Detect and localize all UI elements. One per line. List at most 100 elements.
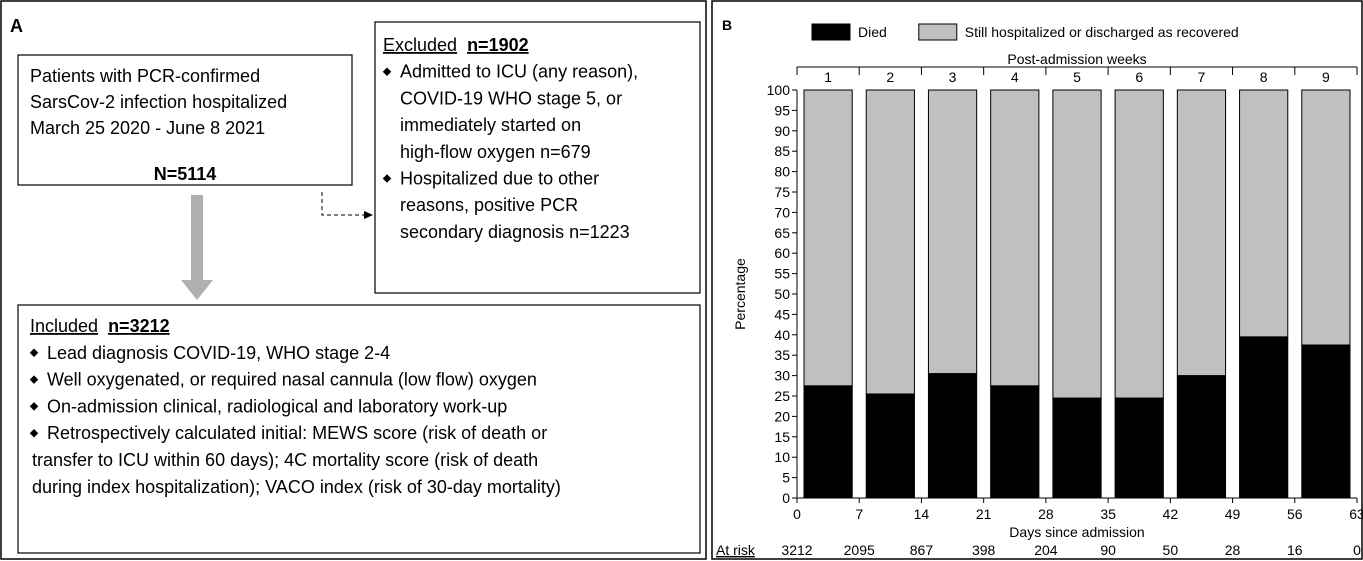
at-risk-value: 2095 [844, 542, 875, 558]
included-item-line: On-admission clinical, radiological and … [47, 396, 507, 416]
y-tick-label: 90 [774, 123, 790, 139]
patients-line: March 25 2020 - June 8 2021 [30, 118, 265, 138]
y-tick-label: 10 [774, 449, 790, 465]
x-tick-label: 35 [1100, 506, 1116, 522]
included-item-line: transfer to ICU within 60 days); 4C mort… [32, 450, 538, 470]
bar-segment [1301, 344, 1351, 499]
included-box [17, 304, 701, 554]
x-tick-label: 14 [914, 506, 930, 522]
y-tick-label: 80 [774, 164, 790, 180]
y-tick-label: 0 [782, 490, 790, 506]
main-arrow [181, 195, 213, 300]
top-tick-label: 8 [1260, 69, 1268, 85]
bar-segment [865, 393, 915, 499]
exclusion-arrow [321, 192, 373, 219]
y-tick-label: 70 [774, 204, 790, 220]
patients-line: SarsCov-2 infection hospitalized [30, 92, 287, 112]
y-tick-label: 55 [774, 266, 790, 282]
bar-segment [1239, 89, 1289, 338]
included-count: n=3212 [108, 316, 170, 336]
bar-segment [990, 89, 1040, 387]
bar-segment [1052, 397, 1102, 499]
bar-segment [803, 89, 853, 387]
top-tick-label: 9 [1322, 69, 1330, 85]
x-tick-label: 56 [1287, 506, 1303, 522]
excluded-heading: Excluded [383, 35, 457, 55]
top-tick-label: 1 [824, 69, 832, 85]
bar-segment [927, 373, 978, 499]
x-tick-label: 49 [1225, 506, 1241, 522]
included-item-line: during index hospitalization); VACO inde… [32, 477, 561, 497]
excluded-item-line: Hospitalized due to other [400, 169, 599, 189]
top-tick-label: 3 [949, 69, 957, 85]
excluded-item-line: immediately started on [400, 115, 581, 135]
excluded-item-line: reasons, positive PCR [400, 195, 578, 215]
y-tick-label: 45 [774, 306, 790, 322]
panel-label: A [10, 16, 23, 36]
y-tick-label: 100 [767, 82, 791, 98]
x-tick-label: 28 [1038, 506, 1054, 522]
panel-label: B [722, 17, 732, 33]
y-tick-label: 95 [774, 102, 790, 118]
panel-b-border [711, 0, 1363, 560]
excluded-box [374, 21, 701, 294]
at-risk-label: At risk [716, 542, 756, 558]
excluded-item-line: Admitted to ICU (any reason), [400, 62, 638, 82]
patients-line: Patients with PCR-confirmed [30, 66, 260, 86]
y-tick-label: 20 [774, 408, 790, 424]
included-item-line: Lead diagnosis COVID-19, WHO stage 2-4 [47, 343, 390, 363]
bullet [29, 375, 39, 384]
legend-swatch [811, 23, 851, 41]
bullet [382, 174, 392, 183]
bullet [29, 402, 39, 411]
y-tick-label: 40 [774, 327, 790, 343]
top-tick-label: 4 [1011, 69, 1019, 85]
top-tick-label: 6 [1135, 69, 1143, 85]
bar-segment [990, 385, 1040, 499]
included-item-line: Well oxygenated, or required nasal cannu… [47, 370, 537, 390]
at-risk-value: 867 [910, 542, 934, 558]
y-tick-label: 60 [774, 245, 790, 261]
y-tick-label: 5 [782, 470, 790, 486]
bullet [29, 428, 39, 438]
legend-label: Still hospitalized or discharged as reco… [965, 24, 1239, 40]
y-tick-label: 75 [774, 184, 790, 200]
bar-segment [1176, 89, 1227, 377]
x-tick-label: 63 [1349, 506, 1363, 522]
bar-segment [1052, 89, 1102, 399]
y-axis-title: Percentage [732, 258, 748, 330]
excluded-item-line: secondary diagnosis n=1223 [400, 222, 630, 242]
y-tick-label: 65 [774, 225, 790, 241]
patients-box [17, 54, 353, 186]
x-tick-label: 0 [793, 506, 801, 522]
at-risk-value: 204 [1034, 542, 1058, 558]
excluded-item-line: high-flow oxygen n=679 [400, 142, 591, 162]
bar-segment [927, 89, 978, 375]
at-risk-value: 28 [1225, 542, 1241, 558]
excluded-item-line: COVID-19 WHO stage 5, or [400, 88, 622, 108]
at-risk-value: 3212 [781, 542, 812, 558]
legend-label: Died [858, 24, 887, 40]
included-item-line: Retrospectively calculated initial: MEWS… [47, 423, 547, 443]
top-tick-label: 7 [1198, 69, 1206, 85]
bar-segment [1114, 397, 1164, 499]
bullet [382, 67, 392, 76]
excluded-count: n=1902 [467, 35, 529, 55]
x-tick-label: 21 [976, 506, 992, 522]
bar-segment [1176, 375, 1227, 499]
legend-swatch [918, 23, 958, 41]
bullet [29, 348, 39, 358]
x-tick-label: 42 [1163, 506, 1179, 522]
y-tick-label: 30 [774, 368, 790, 384]
at-risk-value: 90 [1100, 542, 1116, 558]
bar-segment [1114, 89, 1164, 399]
top-tick-label: 2 [886, 69, 894, 85]
y-tick-label: 25 [774, 388, 790, 404]
y-tick-label: 85 [774, 143, 790, 159]
y-tick-label: 50 [774, 286, 790, 302]
panel-a-border [0, 0, 707, 560]
bar-segment [865, 89, 915, 395]
bar-segment [1301, 89, 1351, 346]
y-tick-label: 15 [774, 429, 790, 445]
